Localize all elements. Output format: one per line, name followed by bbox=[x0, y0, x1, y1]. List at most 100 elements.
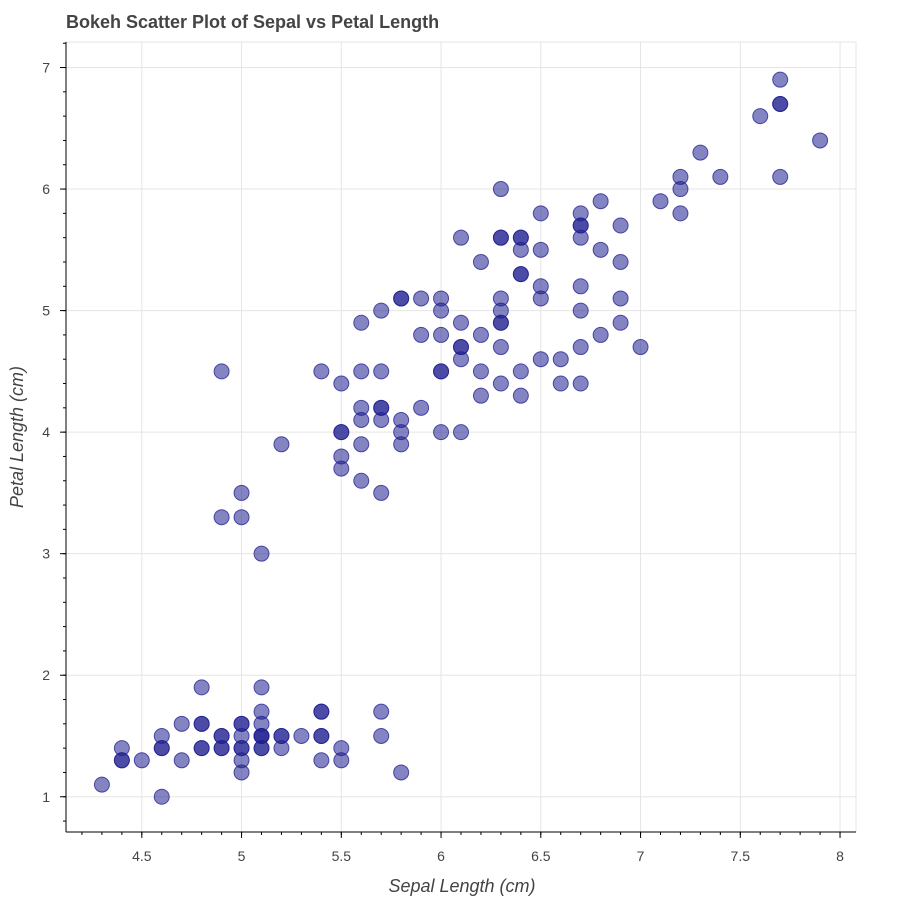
data-point bbox=[592, 326, 609, 343]
data-point bbox=[213, 727, 230, 744]
data-point bbox=[193, 740, 210, 757]
data-point bbox=[413, 399, 430, 416]
data-point bbox=[612, 314, 629, 331]
data-point bbox=[373, 363, 390, 380]
x-tick-label: 4.5 bbox=[132, 848, 152, 864]
data-point bbox=[413, 290, 430, 307]
data-point bbox=[373, 727, 390, 744]
data-point bbox=[153, 740, 170, 757]
data-point bbox=[413, 326, 430, 343]
data-point bbox=[373, 399, 390, 416]
x-tick-label: 5.5 bbox=[332, 848, 352, 864]
data-point bbox=[572, 302, 589, 319]
data-point bbox=[453, 229, 469, 246]
data-point bbox=[233, 484, 250, 501]
data-point bbox=[353, 314, 370, 331]
data-point bbox=[572, 339, 589, 356]
data-point bbox=[572, 278, 589, 295]
data-point bbox=[492, 181, 509, 198]
data-point bbox=[253, 703, 270, 720]
data-point bbox=[472, 253, 489, 270]
data-point bbox=[612, 217, 629, 234]
data-point bbox=[672, 168, 689, 185]
data-point bbox=[772, 168, 789, 185]
data-point bbox=[572, 375, 589, 392]
data-point bbox=[712, 168, 729, 185]
data-point bbox=[173, 752, 190, 769]
data-point bbox=[812, 132, 829, 149]
y-tick-label: 1 bbox=[42, 789, 50, 805]
data-point bbox=[333, 740, 350, 757]
data-point bbox=[213, 509, 230, 526]
data-point bbox=[373, 302, 390, 319]
data-point bbox=[333, 448, 350, 465]
data-point bbox=[532, 205, 549, 222]
x-tick-label: 5 bbox=[238, 848, 246, 864]
data-point bbox=[752, 108, 769, 125]
x-tick-label: 6.5 bbox=[531, 848, 551, 864]
y-axis-label: Petal Length (cm) bbox=[7, 366, 27, 508]
data-point bbox=[433, 290, 450, 307]
data-point bbox=[253, 679, 270, 696]
y-tick-label: 5 bbox=[42, 303, 50, 319]
data-point bbox=[572, 205, 589, 222]
data-point bbox=[472, 326, 489, 343]
data-point bbox=[133, 752, 150, 769]
y-tick-label: 6 bbox=[42, 181, 50, 197]
chart-title: Bokeh Scatter Plot of Sepal vs Petal Len… bbox=[66, 12, 440, 32]
data-point bbox=[213, 363, 230, 380]
data-point bbox=[153, 788, 170, 805]
x-tick-label: 7 bbox=[637, 848, 645, 864]
data-point bbox=[692, 144, 709, 161]
data-point bbox=[313, 752, 330, 769]
data-point bbox=[772, 71, 789, 88]
data-point bbox=[333, 424, 350, 441]
data-point bbox=[632, 339, 649, 356]
data-point bbox=[672, 205, 689, 222]
data-point bbox=[552, 351, 569, 368]
data-point bbox=[512, 266, 529, 283]
data-point bbox=[532, 278, 549, 295]
data-point bbox=[253, 545, 270, 562]
data-point bbox=[233, 715, 250, 732]
data-point bbox=[353, 472, 370, 489]
x-tick-label: 8 bbox=[836, 848, 844, 864]
data-point bbox=[492, 290, 509, 307]
data-point bbox=[472, 387, 489, 404]
data-point bbox=[313, 703, 330, 720]
data-point bbox=[592, 241, 609, 258]
data-point bbox=[313, 727, 330, 744]
data-point bbox=[433, 326, 450, 343]
data-point bbox=[353, 363, 370, 380]
data-point bbox=[492, 339, 509, 356]
data-point bbox=[512, 229, 529, 246]
data-point bbox=[433, 424, 450, 441]
data-point bbox=[273, 436, 290, 453]
data-point bbox=[592, 193, 609, 210]
grid bbox=[66, 42, 856, 832]
data-point bbox=[113, 752, 130, 769]
data-point bbox=[453, 314, 469, 331]
data-point bbox=[293, 727, 310, 744]
data-point bbox=[173, 715, 190, 732]
data-point bbox=[492, 375, 509, 392]
data-point bbox=[453, 424, 469, 441]
data-point bbox=[393, 411, 410, 428]
data-point bbox=[393, 764, 410, 781]
x-tick-label: 7.5 bbox=[731, 848, 751, 864]
data-point bbox=[373, 703, 390, 720]
axes: 4.5 5 5.5 6 6.5 7 7.5 8 1 2 3 4 5 6 7 bbox=[42, 42, 856, 864]
y-tick-label: 4 bbox=[42, 424, 50, 440]
y-tick-label: 3 bbox=[42, 546, 50, 562]
data-points bbox=[93, 71, 829, 805]
data-point bbox=[492, 229, 509, 246]
data-point bbox=[313, 363, 330, 380]
data-point bbox=[233, 509, 250, 526]
data-point bbox=[512, 363, 529, 380]
x-axis-label: Sepal Length (cm) bbox=[388, 876, 535, 896]
y-tick-label: 7 bbox=[42, 60, 50, 76]
data-point bbox=[373, 484, 390, 501]
data-point bbox=[772, 95, 789, 112]
